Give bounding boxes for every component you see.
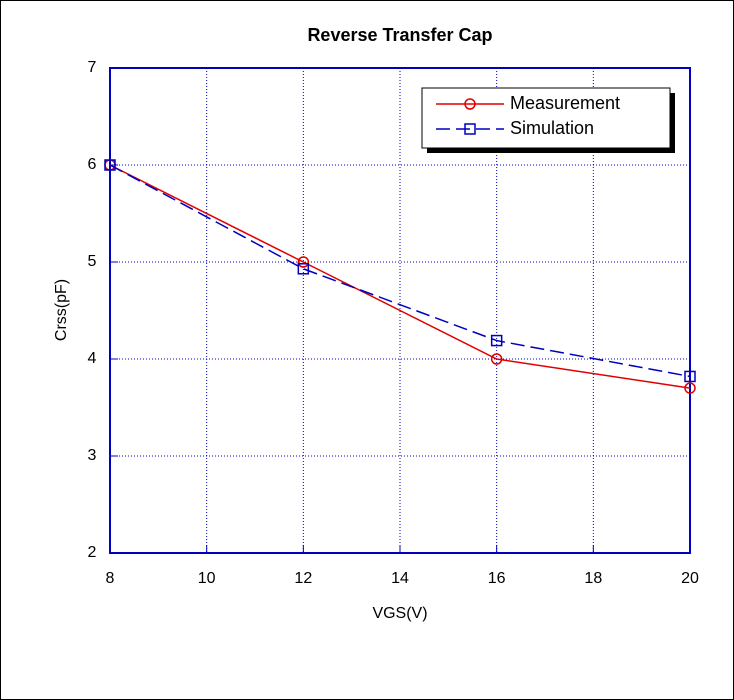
point	[297, 256, 310, 268]
y-axis-label: Crss(pF)	[53, 279, 70, 341]
y-tick-label: 3	[88, 447, 97, 464]
point	[684, 382, 696, 394]
series-line	[109, 164, 691, 378]
point	[684, 370, 696, 383]
y-tick-label: 6	[88, 156, 97, 173]
y-tick-label: 4	[88, 350, 97, 367]
legend-label: Simulation	[510, 118, 594, 138]
y-tick-label: 5	[88, 253, 97, 270]
legend-marker	[464, 98, 476, 110]
point	[490, 353, 503, 365]
x-tick-label: 16	[488, 570, 506, 587]
y-tick-label: 7	[88, 59, 97, 76]
y-tick-label: 2	[88, 544, 97, 561]
x-tick-label: 8	[106, 570, 115, 587]
series-line	[109, 164, 691, 389]
x-tick-label: 10	[198, 570, 216, 587]
point	[297, 263, 310, 275]
point	[490, 334, 503, 347]
x-tick-label: 18	[584, 570, 602, 587]
x-axis-label: VGS(V)	[372, 605, 427, 622]
point	[104, 159, 116, 171]
x-tick-label: 12	[294, 570, 312, 587]
x-tick-label: 20	[681, 570, 699, 587]
chart-title: Reverse Transfer Cap	[307, 25, 492, 45]
legend-marker	[464, 123, 476, 135]
legend-box	[421, 87, 671, 149]
plot-frame	[109, 67, 691, 554]
legend-label: Measurement	[510, 93, 620, 113]
x-tick-label: 14	[391, 570, 409, 587]
